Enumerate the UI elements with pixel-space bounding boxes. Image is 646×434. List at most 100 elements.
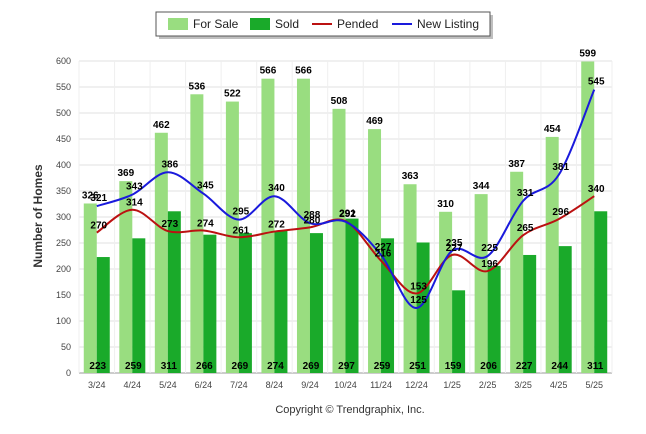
label-for-sale: 369: [117, 168, 134, 179]
label-for-sale: 454: [544, 124, 561, 135]
bar-sold: [238, 233, 252, 373]
label-new-listing: 235: [446, 238, 463, 249]
data-labels: 326 223 270 321 369 259 314 343 462 311 273 386 536 2…: [82, 49, 605, 372]
label-sold: 274: [267, 361, 284, 372]
x-tick-label: 11/24: [370, 380, 392, 390]
label-new-listing: 386: [161, 159, 178, 170]
x-tick-label: 3/25: [514, 380, 532, 390]
label-new-listing: 295: [233, 207, 250, 218]
x-tick-label: 4/24: [124, 380, 142, 390]
y-tick-label: 50: [61, 342, 71, 352]
legend-box: [155, 11, 491, 37]
label-sold: 251: [409, 361, 426, 372]
label-pended: 296: [552, 207, 569, 218]
label-sold: 297: [338, 361, 355, 372]
legend-item-for-sale: For Sale: [193, 17, 239, 31]
bar-sold: [132, 238, 146, 373]
legend-item-pended: Pended: [337, 17, 378, 31]
x-tick-label: 5/24: [159, 380, 177, 390]
bar-sold: [594, 211, 608, 373]
bar-sold: [452, 290, 466, 373]
x-tick-label: 8/24: [266, 380, 284, 390]
bar-sold: [167, 211, 181, 373]
bar-sold: [274, 230, 288, 373]
x-tick-label: 3/24: [88, 380, 106, 390]
y-tick-label: 450: [56, 134, 71, 144]
bar-sold: [345, 218, 359, 373]
y-tick-label: 550: [56, 82, 71, 92]
label-sold: 223: [89, 361, 106, 372]
x-tick-label: 12/24: [405, 380, 428, 390]
label-pended: 280: [304, 215, 321, 226]
y-axis: 0 50 100 150 200 250 300 350 400 450 500 550 600: [56, 56, 71, 378]
y-tick-label: 600: [56, 56, 71, 66]
x-axis: 3/24 4/24 5/24 6/24 7/24 8/24 9/24 10/24 11/24 12…: [88, 380, 603, 390]
label-sold: 266: [196, 361, 213, 372]
label-for-sale: 508: [331, 96, 348, 107]
y-tick-label: 350: [56, 186, 71, 196]
x-tick-label: 9/24: [301, 380, 319, 390]
bar-sold: [203, 234, 217, 373]
label-sold: 269: [303, 361, 320, 372]
label-new-listing: 331: [517, 188, 534, 199]
label-pended: 270: [90, 221, 107, 232]
label-sold: 244: [551, 361, 568, 372]
label-new-listing: 340: [268, 183, 285, 194]
label-new-listing: 381: [552, 162, 569, 173]
label-for-sale: 536: [189, 81, 206, 92]
y-tick-label: 0: [66, 368, 71, 378]
bar-for-sale: [296, 78, 310, 374]
legend-item-new-listing: New Listing: [417, 17, 479, 31]
label-pended: 216: [375, 249, 392, 260]
label-for-sale: 566: [260, 66, 277, 77]
label-pended: 153: [410, 281, 427, 292]
label-pended: 265: [517, 223, 534, 234]
bar-for-sale: [581, 61, 595, 374]
label-pended: 340: [588, 184, 605, 195]
label-pended: 261: [233, 225, 250, 236]
x-tick-label: 7/24: [230, 380, 248, 390]
bar-sold: [487, 265, 501, 373]
bar-for-sale: [368, 129, 382, 373]
x-tick-label: 1/25: [443, 380, 461, 390]
label-new-listing: 288: [304, 210, 321, 221]
x-tick-label: 2/25: [479, 380, 497, 390]
label-sold: 159: [445, 361, 462, 372]
label-sold: 311: [587, 361, 604, 372]
bar-for-sale: [474, 194, 488, 373]
y-tick-label: 250: [56, 238, 71, 248]
label-new-listing: 227: [375, 242, 392, 253]
label-new-listing: 321: [90, 193, 107, 204]
y-axis-label: Number of Homes: [31, 164, 45, 268]
bar-for-sale: [545, 136, 559, 373]
y-tick-label: 200: [56, 264, 71, 274]
label-for-sale: 310: [437, 199, 454, 210]
label-sold: 269: [232, 361, 249, 372]
line-new-listing: [96, 89, 596, 310]
bars: [83, 61, 608, 374]
series-lines: [96, 89, 596, 310]
legend-item-sold: Sold: [275, 17, 299, 31]
label-sold: 259: [125, 361, 142, 372]
label-pended: 274: [197, 219, 214, 230]
x-tick-label: 4/25: [550, 380, 568, 390]
label-new-listing: 345: [197, 181, 214, 192]
label-for-sale: 469: [366, 116, 383, 127]
label-new-listing: 225: [481, 243, 498, 254]
copyright-text: Copyright © Trendgraphix, Inc.: [275, 404, 424, 416]
label-new-listing: 343: [126, 182, 143, 193]
label-pended: 196: [481, 259, 498, 270]
bar-for-sale: [83, 203, 97, 373]
label-pended: 273: [161, 219, 178, 230]
bar-for-sale: [510, 171, 524, 373]
bar-for-sale: [261, 78, 275, 374]
label-new-listing: 545: [588, 77, 605, 88]
label-sold: 259: [374, 361, 391, 372]
label-pended: 314: [126, 198, 143, 209]
label-sold: 227: [516, 361, 533, 372]
x-tick-label: 5/25: [585, 380, 603, 390]
bar-for-sale: [190, 94, 204, 373]
label-pended: 292: [339, 209, 356, 220]
label-for-sale: 522: [224, 89, 241, 100]
bar-for-sale: [403, 184, 417, 373]
